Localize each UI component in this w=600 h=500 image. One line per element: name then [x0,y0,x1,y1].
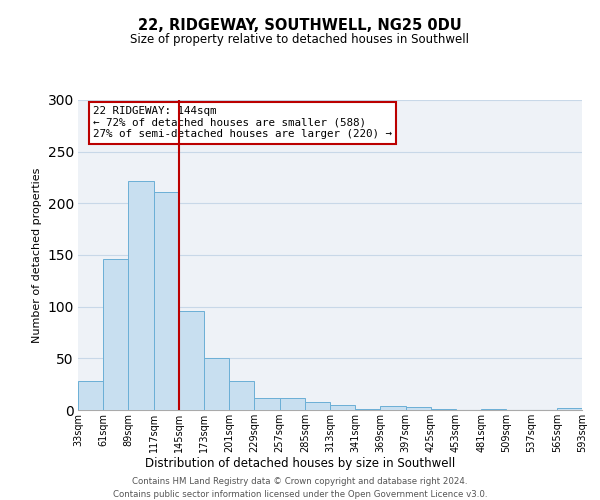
Text: Distribution of detached houses by size in Southwell: Distribution of detached houses by size … [145,458,455,470]
Bar [280,398,305,410]
Bar [103,259,128,410]
Bar [355,409,380,410]
Text: 22, RIDGEWAY, SOUTHWELL, NG25 0DU: 22, RIDGEWAY, SOUTHWELL, NG25 0DU [138,18,462,32]
Bar [380,406,406,410]
Bar [406,407,431,410]
Bar [330,405,355,410]
Bar [204,358,229,410]
Bar [179,311,204,410]
Bar [78,381,103,410]
Bar [557,408,582,410]
Bar [128,180,154,410]
Text: Contains HM Land Registry data © Crown copyright and database right 2024.: Contains HM Land Registry data © Crown c… [132,478,468,486]
Y-axis label: Number of detached properties: Number of detached properties [32,168,42,342]
Bar [254,398,280,410]
Bar [481,409,506,410]
Text: Contains public sector information licensed under the Open Government Licence v3: Contains public sector information licen… [113,490,487,499]
Bar [431,409,456,410]
Bar [305,402,330,410]
Text: Size of property relative to detached houses in Southwell: Size of property relative to detached ho… [131,32,470,46]
Text: 22 RIDGEWAY: 144sqm
← 72% of detached houses are smaller (588)
27% of semi-detac: 22 RIDGEWAY: 144sqm ← 72% of detached ho… [93,106,392,140]
Bar [229,381,254,410]
Bar [154,192,179,410]
